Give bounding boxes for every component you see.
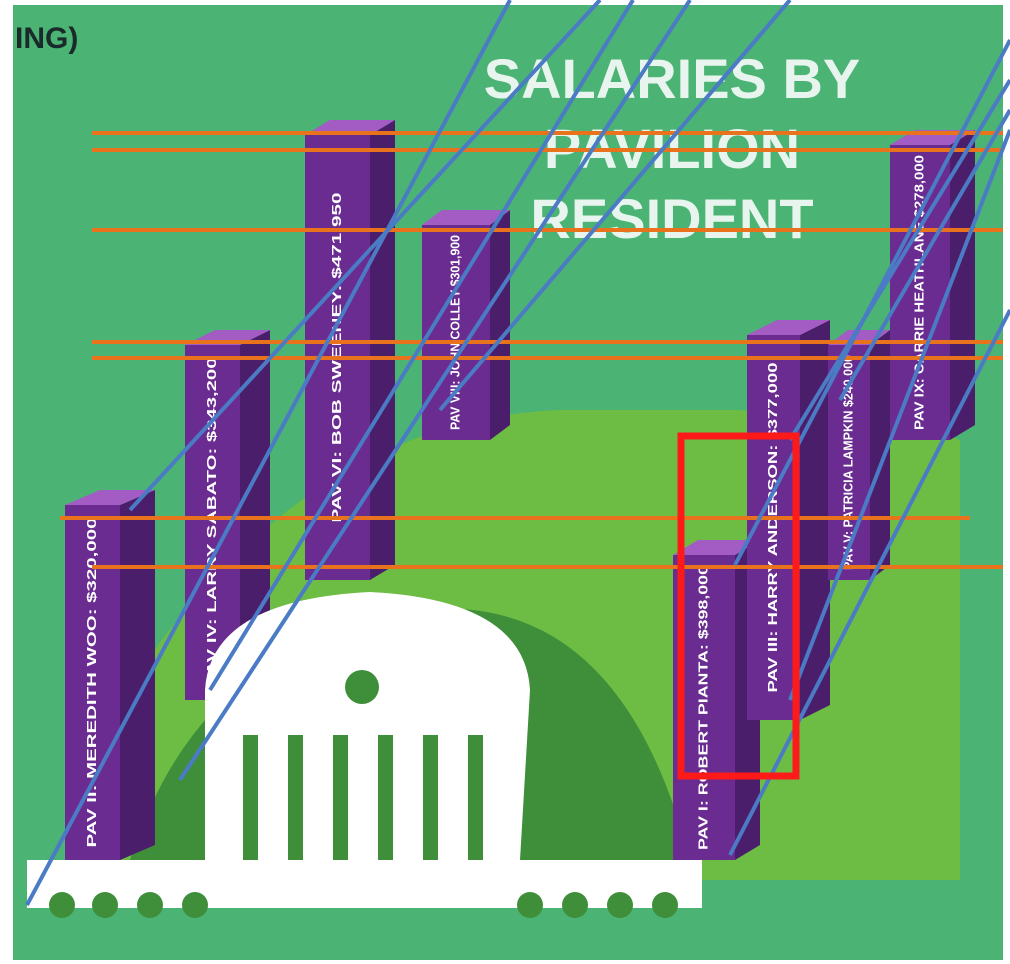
bar-label: PAV IV: LARRY SABATO: $343,200 xyxy=(204,358,219,688)
bar-front xyxy=(422,225,490,440)
corner-text: ING) xyxy=(15,22,78,55)
bar-top xyxy=(422,210,510,225)
bar-top xyxy=(673,540,760,555)
bar-label: PAV III: HARRY ANDERSON: $377,000 xyxy=(765,363,780,693)
highlight-box xyxy=(677,432,800,780)
bar-side xyxy=(370,120,395,580)
bar-label: PAV IX: CARRIE HEATHLANE $278,000 xyxy=(911,155,926,430)
bars: PAV II: MEREDITH WOO: $320,000 PAV IV: LA… xyxy=(65,120,975,860)
bar-label: PAV I: ROBERT PIANTA: $398,000 xyxy=(695,565,710,850)
bar-top xyxy=(65,490,155,505)
pavilion-bar: PAV I: ROBERT PIANTA: $398,000 xyxy=(673,540,760,860)
pavilion-bar: PAV II: MEREDITH WOO: $320,000 xyxy=(65,490,155,860)
building xyxy=(27,592,702,918)
bar-side xyxy=(490,210,510,440)
bar-side xyxy=(870,330,890,580)
blue-lines xyxy=(25,0,1010,906)
bar-top xyxy=(747,320,830,335)
bar-front xyxy=(65,505,120,860)
bar-label: PAV II: MEREDITH WOO: $320,000 xyxy=(84,518,99,848)
pavilion-bar: PAV VIII: JOHN COLLEY $301,900 xyxy=(422,210,510,440)
bar-side xyxy=(120,490,155,860)
bar-side xyxy=(950,130,975,440)
pavilion-bar: PAV IX: CARRIE HEATHLANE $278,000 xyxy=(890,130,975,440)
